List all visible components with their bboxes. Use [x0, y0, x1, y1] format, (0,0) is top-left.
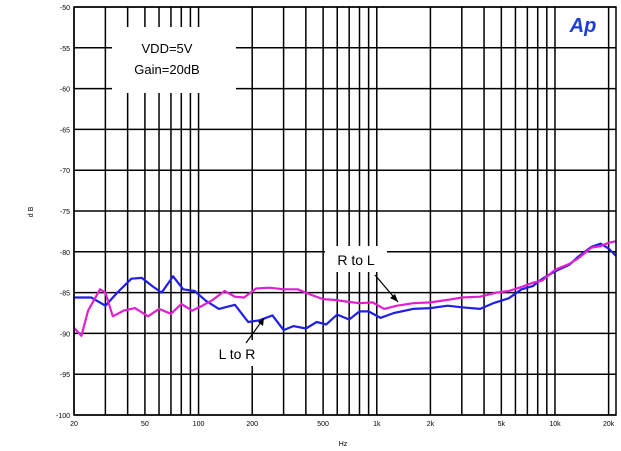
- y-tick-label: -70: [60, 168, 70, 175]
- x-tick-label: 50: [141, 421, 149, 428]
- y-tick-labels: -50 -55 -60 -65 -70 -75 -80 -85 -90 -95 -100: [56, 5, 70, 420]
- x-tick-labels: 20 50 100 200 500 1k 2k 5k 10k 20k: [70, 421, 615, 428]
- x-tick-label: 5k: [498, 421, 506, 428]
- y-tick-label: -80: [60, 250, 70, 257]
- ap-logo: Ap: [569, 15, 597, 37]
- annotation-r-to-l: R to L: [337, 252, 375, 268]
- x-tick-label: 1k: [373, 421, 381, 428]
- series-layer: [73, 240, 617, 337]
- series-line-r-to-l: [73, 240, 617, 337]
- x-tick-label: 200: [246, 421, 258, 428]
- y-tick-label: -65: [60, 127, 70, 134]
- conditions-box: [112, 27, 236, 93]
- y-tick-label: -85: [60, 291, 70, 298]
- annotation-l-to-r-arrowhead: [258, 318, 264, 326]
- y-tick-label: -50: [60, 5, 70, 12]
- y-tick-label: -55: [60, 46, 70, 53]
- x-tick-label: 20: [70, 421, 78, 428]
- x-tick-label: 20k: [603, 421, 615, 428]
- annotation-l-to-r-box: [207, 340, 267, 366]
- y-tick-label: -100: [56, 413, 70, 420]
- plot-frame: [73, 6, 617, 416]
- y-tick-label: -95: [60, 372, 70, 379]
- x-tick-label: 500: [317, 421, 329, 428]
- annotation-r-to-l-arrowhead: [390, 294, 398, 302]
- y-axis-title: d B: [28, 206, 35, 217]
- condition-gain: Gain=20dB: [134, 62, 199, 77]
- y-tick-label: -75: [60, 209, 70, 216]
- annotation-l-to-r: L to R: [219, 346, 256, 362]
- y-tick-label: -60: [60, 87, 70, 94]
- annotation-r-to-l-box: [325, 246, 387, 272]
- x-axis-title: Hz: [339, 441, 348, 448]
- plot-border: [73, 6, 617, 416]
- x-tick-label: 10k: [549, 421, 561, 428]
- x-tick-label: 100: [193, 421, 205, 428]
- condition-vdd: VDD=5V: [142, 41, 193, 56]
- y-tick-label: -90: [60, 331, 70, 338]
- x-tick-label: 2k: [427, 421, 435, 428]
